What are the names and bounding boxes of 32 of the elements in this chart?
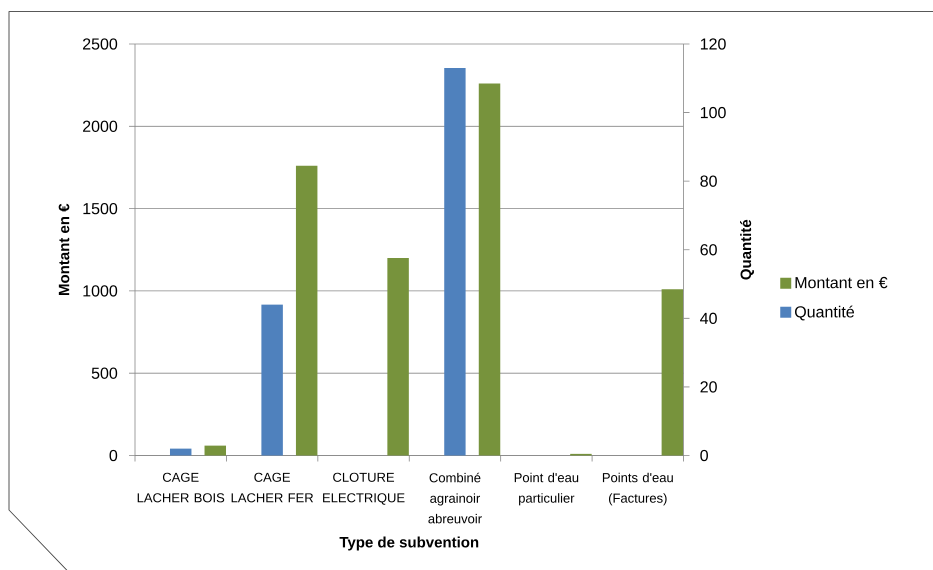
bar bbox=[204, 446, 226, 456]
bar bbox=[444, 68, 466, 456]
y-tick-label: 2000 bbox=[83, 120, 118, 132]
y2-tick-label: 40 bbox=[700, 312, 717, 324]
y2-tick-label: 0 bbox=[700, 450, 708, 462]
y-tick-label: 1000 bbox=[83, 285, 118, 297]
y2-tick-label: 100 bbox=[700, 106, 726, 118]
y-tick-label: 0 bbox=[110, 450, 118, 462]
bar bbox=[387, 258, 409, 456]
bar bbox=[170, 448, 192, 456]
legend-label: Quantité bbox=[794, 306, 854, 320]
bar bbox=[478, 84, 500, 456]
y-tick-label: 2500 bbox=[83, 38, 118, 50]
x-tick-label: Points d'eau (Factures) bbox=[602, 472, 673, 506]
bar bbox=[662, 289, 684, 456]
bar bbox=[261, 304, 283, 456]
legend-label: Montant en € bbox=[796, 276, 888, 288]
y2-tick-label: 20 bbox=[700, 381, 717, 393]
x-tick-label: CAGE LACHER BOIS bbox=[138, 472, 224, 502]
y2-tick-label: 120 bbox=[700, 38, 726, 50]
x-tick-label: Combiné agrainoir abreuvoir bbox=[428, 472, 482, 524]
x-tick-label: Point d'eau particulier bbox=[514, 472, 578, 506]
y-tick-label: 500 bbox=[92, 368, 118, 379]
x-tick-label: CLOTURE ELECTRIQUE bbox=[323, 472, 405, 505]
y2-tick-label: 60 bbox=[700, 244, 717, 256]
bar bbox=[296, 166, 318, 456]
y-axis-title: Montant en € bbox=[58, 204, 70, 295]
x-tick-label: CAGE LACHER FER bbox=[232, 472, 314, 502]
y2-tick-label: 80 bbox=[700, 176, 717, 187]
y-tick-label: 1500 bbox=[83, 202, 118, 214]
y2-axis-title: Quantité bbox=[740, 220, 754, 280]
x-axis-title: Type de subvention bbox=[340, 536, 478, 550]
